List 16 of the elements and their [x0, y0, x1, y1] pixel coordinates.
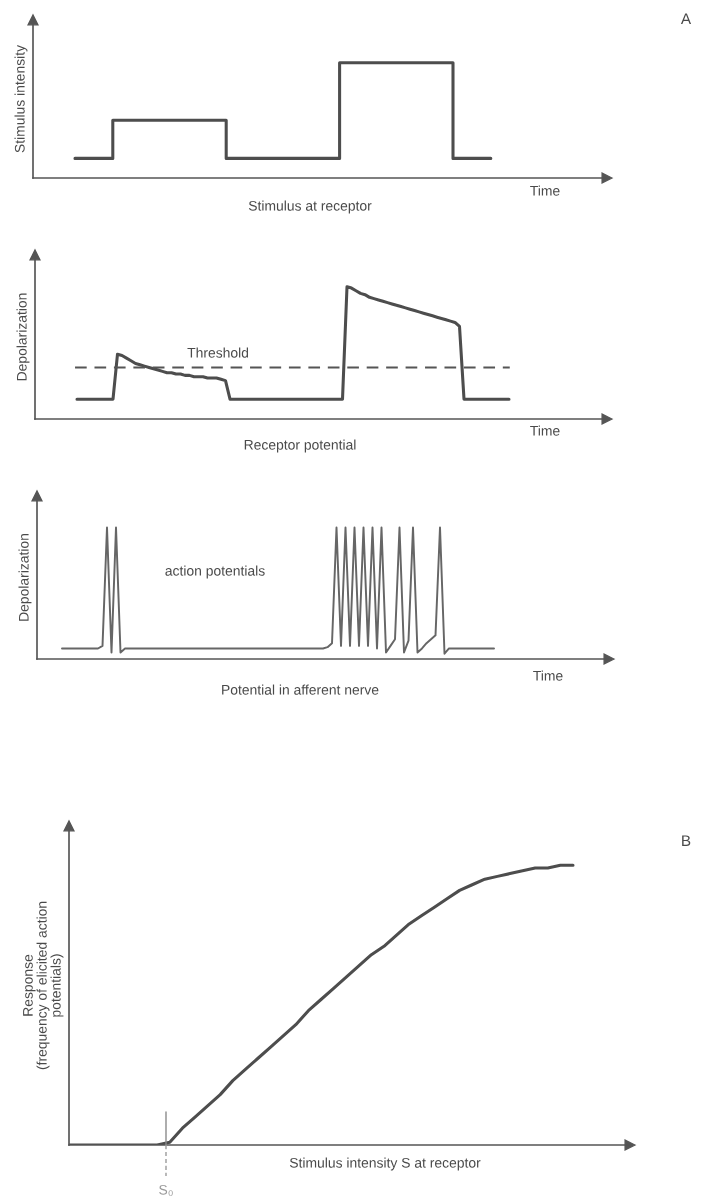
text: Potential in afferent nerve: [222, 684, 379, 695]
y-axis-title: Response (frequency of elicited action potentials): [23, 901, 64, 1070]
annotation: action potentials: [165, 565, 265, 579]
text: B: [682, 835, 691, 846]
x-axis-title: Time: [530, 425, 560, 436]
y-axis-title: Depolarization: [18, 534, 32, 621]
text: S₀: [159, 1184, 173, 1196]
x-axis-title: Time: [530, 185, 560, 196]
text: Receptor potential: [244, 439, 356, 453]
text: A: [680, 13, 692, 24]
x-axis-title: Stimulus intensity S at receptor: [289, 1157, 481, 1171]
ref-line-label: Threshold: [187, 347, 249, 358]
text: Stimulus at receptor: [248, 200, 372, 214]
y-axis-title: Depolarization: [16, 293, 30, 381]
x-axis-title: Time: [533, 670, 563, 681]
y-axis-title: Stimulus intensity: [14, 44, 28, 153]
